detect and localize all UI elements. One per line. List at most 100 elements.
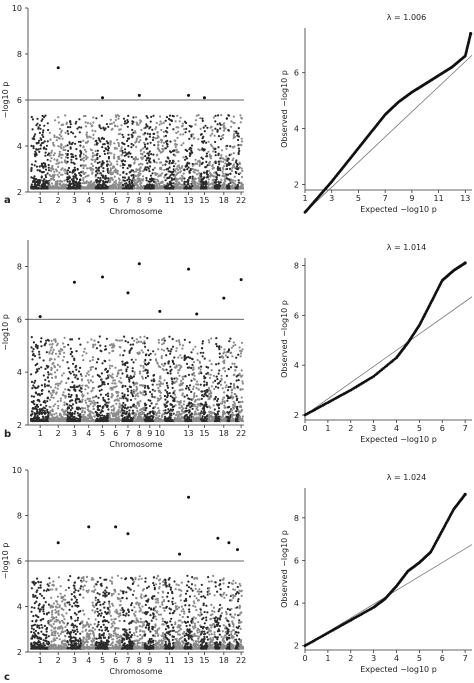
snp-point [207, 150, 210, 153]
snp-point [127, 176, 130, 179]
snp-point [154, 178, 157, 181]
snp-point [154, 358, 158, 361]
snp-point [30, 413, 33, 417]
snp-point [112, 346, 115, 349]
snp-point [83, 148, 86, 151]
snp-point [40, 392, 43, 395]
snp-point [49, 175, 52, 178]
snp-point [42, 374, 45, 377]
snp-point [217, 114, 220, 117]
snp-point [116, 125, 119, 128]
snp-point [199, 127, 202, 130]
snp-point [71, 180, 74, 183]
snp-point [198, 172, 201, 175]
snp-point [123, 335, 126, 338]
snp-point [143, 402, 147, 405]
snp-point [155, 383, 159, 386]
snp-point [57, 116, 60, 119]
snp-point [174, 404, 177, 407]
snp-point [239, 172, 242, 175]
snp-point [206, 173, 209, 176]
snp-point [106, 405, 109, 408]
snp-point [143, 143, 147, 146]
snp-point [180, 183, 183, 186]
snp-point [36, 405, 40, 408]
snp-point [197, 148, 200, 151]
snp-point [148, 127, 151, 130]
snp-point [192, 170, 195, 173]
snp-point [45, 144, 49, 147]
snp-point [139, 170, 142, 173]
snp-point [187, 404, 190, 407]
snp-point [61, 374, 64, 377]
snp-point [98, 389, 101, 392]
snp-point [75, 177, 79, 180]
snp-point [57, 165, 60, 168]
snp-point [173, 389, 176, 392]
snp-point [43, 383, 46, 386]
snp-point [73, 415, 76, 418]
snp-point [104, 127, 107, 130]
snp-point [150, 379, 153, 382]
snp-point [123, 416, 126, 419]
snp-point [214, 127, 217, 130]
snp-point [52, 154, 55, 157]
snp-point [47, 380, 51, 383]
snp-point [139, 139, 142, 142]
snp-point [46, 376, 50, 379]
snp-point [58, 150, 62, 153]
snp-point [74, 135, 77, 138]
snp-point [165, 140, 168, 143]
snp-point [199, 412, 202, 415]
snp-point [220, 178, 223, 181]
snp-point [204, 124, 207, 127]
snp-point [184, 158, 187, 161]
snp-point [78, 118, 81, 121]
snp-point [139, 187, 142, 190]
snp-point [159, 394, 162, 397]
snp-point [121, 187, 124, 190]
snp-point [51, 174, 55, 177]
snp-point [133, 178, 136, 181]
snp-point [205, 155, 208, 158]
snp-point [111, 404, 114, 407]
snp-point [176, 136, 179, 139]
snp-point [108, 160, 111, 163]
snp-point [127, 133, 130, 136]
y-tick-label: 6 [17, 315, 22, 324]
snp-point [192, 348, 195, 351]
snp-point [49, 185, 52, 188]
snp-point [169, 403, 172, 406]
snp-point [94, 174, 97, 177]
snp-point [156, 361, 159, 364]
snp-point [205, 365, 208, 368]
snp-point [207, 178, 210, 181]
snp-point [99, 384, 102, 388]
snp-point [97, 385, 100, 388]
snp-point [227, 114, 231, 117]
snp-point [78, 384, 81, 387]
snp-point [88, 183, 91, 187]
snp-point [42, 179, 45, 182]
snp-point [166, 372, 170, 375]
snp-point [167, 117, 171, 121]
snp-point [164, 174, 167, 177]
snp-point [219, 181, 222, 184]
snp-point [92, 168, 95, 171]
snp-point [191, 407, 194, 410]
snp-point [92, 387, 95, 390]
snp-point [168, 114, 172, 117]
snp-point [83, 172, 86, 176]
snp-point [106, 416, 109, 419]
snp-point [199, 402, 203, 405]
snp-point [197, 413, 200, 416]
snp-point [47, 390, 51, 393]
snp-point [75, 394, 78, 397]
snp-point [85, 401, 88, 404]
snp-point [229, 145, 232, 148]
snp-point [42, 135, 45, 138]
snp-point [81, 164, 84, 167]
snp-point [163, 379, 166, 382]
snp-point [235, 167, 238, 170]
snp-point [49, 349, 52, 352]
